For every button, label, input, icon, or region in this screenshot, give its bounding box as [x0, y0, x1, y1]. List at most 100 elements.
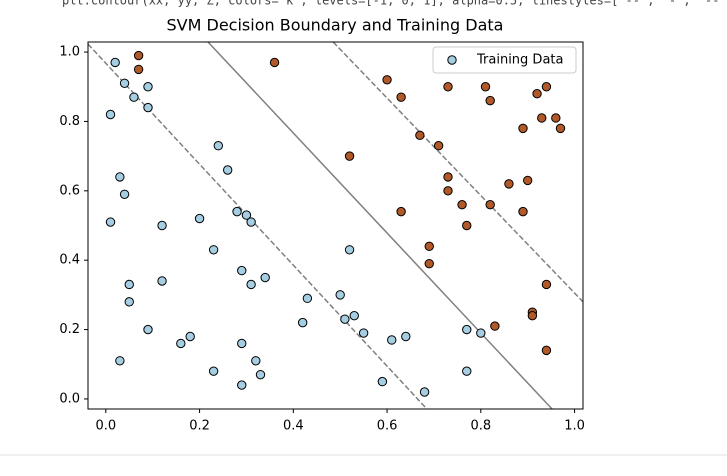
data-point: [124, 297, 134, 307]
data-point: [443, 186, 453, 196]
data-point: [358, 328, 369, 338]
data-point: [485, 199, 495, 210]
data-point: [485, 95, 495, 106]
data-point: [133, 64, 144, 75]
data-point: [133, 50, 144, 61]
data-point: [143, 82, 153, 92]
data-point: [518, 123, 528, 134]
data-point: [176, 338, 186, 349]
axes-frame: [87, 41, 584, 410]
data-point: [401, 331, 411, 342]
data-point: [462, 366, 472, 376]
data-point: [143, 102, 153, 113]
data-point: [335, 290, 345, 300]
data-point: [396, 206, 406, 217]
data-point: [344, 245, 355, 255]
legend-box: [432, 46, 577, 74]
data-point: [555, 123, 566, 134]
decision-line: [332, 42, 583, 303]
data-point: [541, 279, 552, 290]
data-point: [194, 213, 205, 224]
data-point: [522, 175, 533, 186]
data-point: [115, 172, 125, 182]
data-point: [232, 206, 242, 217]
data-point: [222, 165, 233, 175]
data-point: [105, 217, 116, 227]
data-point: [115, 356, 125, 366]
y-tick-label: 1.0: [59, 45, 80, 60]
data-point: [419, 387, 430, 397]
y-tick-label: 0.8: [59, 114, 80, 129]
data-point: [532, 88, 542, 99]
data-point: [433, 141, 444, 151]
data-point: [269, 57, 280, 68]
data-point: [241, 210, 252, 220]
data-point: [143, 324, 153, 335]
data-point: [260, 272, 270, 283]
data-point: [302, 293, 313, 304]
data-point: [237, 380, 247, 390]
data-point: [462, 324, 472, 335]
x-tick-label: 0.2: [189, 419, 210, 434]
data-point: [297, 317, 308, 328]
legend-label: Training Data: [476, 53, 563, 68]
data-point: [396, 92, 406, 102]
data-point: [119, 189, 130, 199]
chart-title: SVM Decision Boundary and Training Data: [167, 16, 504, 35]
data-point: [185, 331, 195, 342]
data-point: [349, 310, 359, 321]
data-point: [518, 206, 528, 217]
data-point: [119, 78, 130, 88]
data-point: [255, 369, 266, 380]
data-point: [124, 279, 134, 290]
data-point: [377, 376, 388, 387]
data-point: [424, 241, 434, 252]
y-tick-label: 0.2: [59, 322, 80, 337]
data-point: [551, 113, 561, 123]
data-point: [237, 265, 247, 276]
data-point: [340, 314, 350, 324]
data-point: [129, 92, 139, 102]
data-point: [504, 179, 514, 189]
data-point: [527, 310, 538, 321]
data-point: [105, 109, 116, 120]
data-point: [213, 141, 224, 151]
data-point: [246, 217, 256, 227]
x-tick-label: 0.8: [470, 419, 491, 434]
data-point: [443, 82, 453, 92]
data-point: [208, 245, 219, 255]
data-point: [457, 199, 467, 210]
data-point: [490, 321, 500, 331]
y-tick-label: 0.4: [59, 253, 80, 268]
legend-marker: [447, 55, 457, 65]
x-tick-label: 1.0: [564, 419, 585, 434]
data-point: [208, 366, 219, 376]
data-point: [110, 57, 120, 68]
x-tick-label: 0.6: [377, 419, 398, 434]
data-point: [537, 113, 547, 123]
data-point: [462, 220, 472, 231]
data-point: [443, 172, 453, 182]
data-point: [251, 356, 261, 366]
data-point: [476, 328, 486, 338]
code-snippet: plt.contour(xx, yy, Z, colors='k', level…: [62, 0, 727, 8]
data-point: [387, 335, 397, 345]
data-point: [424, 258, 434, 269]
data-point: [415, 130, 425, 141]
x-tick-label: 0.4: [283, 419, 304, 434]
data-point: [157, 220, 167, 231]
data-point: [157, 276, 167, 286]
decision-line: [207, 42, 553, 409]
data-point: [382, 75, 392, 85]
data-point: [246, 279, 256, 290]
y-tick-label: 0.6: [59, 183, 80, 198]
data-point: [237, 338, 247, 349]
data-point: [480, 82, 491, 92]
data-point: [344, 151, 355, 161]
y-tick-label: 0.0: [59, 391, 80, 406]
data-point: [541, 82, 552, 92]
data-point: [541, 345, 552, 356]
x-tick-label: 0.0: [95, 419, 116, 434]
